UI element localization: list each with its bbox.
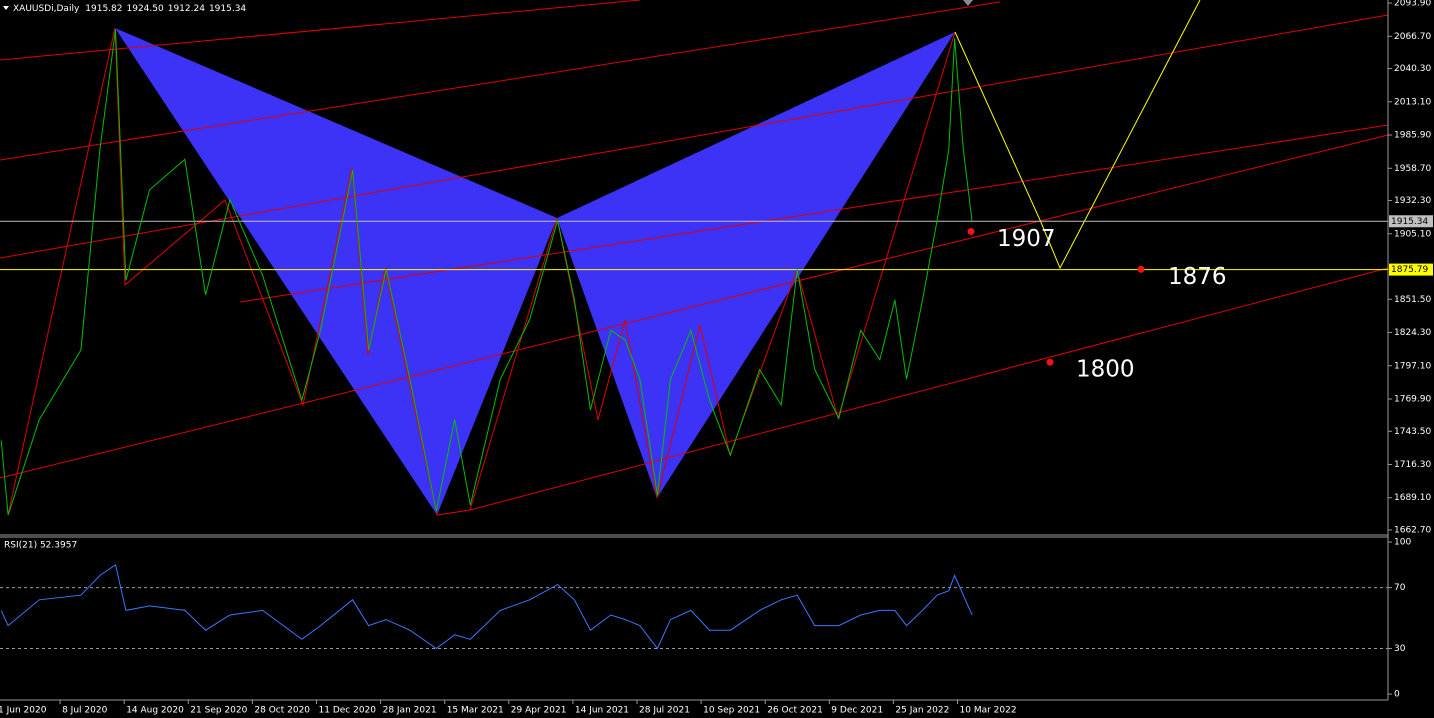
y-tick-label: 1797.10 — [1394, 361, 1431, 371]
target-dot — [967, 227, 975, 235]
y-tick-label: 1769.90 — [1394, 394, 1431, 404]
channel-line — [0, 1, 1001, 161]
y-tick-label: 2093.90 — [1394, 0, 1431, 9]
x-tick-label: 29 Apr 2021 — [511, 706, 567, 716]
y-tick-label: 1958.70 — [1394, 164, 1431, 174]
low: 1912.24 — [168, 4, 205, 14]
x-tick-label: 28 Jan 2021 — [383, 706, 437, 716]
target-dot — [1046, 358, 1054, 366]
x-tick-label: 14 Jun 2021 — [575, 706, 629, 716]
y-tick-label: 1985.90 — [1394, 131, 1431, 141]
x-tick-label: 1 Jun 2020 — [0, 706, 47, 716]
x-tick-label: 14 Aug 2020 — [126, 706, 184, 716]
butterfly-bcd — [557, 32, 955, 498]
y-tick-label: 100 — [1394, 538, 1411, 548]
target-label: 1907 — [997, 226, 1056, 252]
x-tick-label: 10 Mar 2022 — [960, 706, 1017, 716]
rsi-title: RSI(21) 52.3957 — [4, 541, 77, 551]
butterfly-xab — [115, 28, 557, 515]
symbol-menu[interactable] — [3, 6, 9, 10]
open: 1915.82 — [85, 4, 122, 14]
rsi-line — [0, 563, 973, 650]
target-label: 1876 — [1168, 264, 1227, 290]
x-tick-label: 15 Mar 2021 — [447, 706, 504, 716]
y-tick-label: 2066.70 — [1394, 32, 1431, 42]
y-tick-label: 1662.70 — [1394, 525, 1431, 535]
y-tick-label: 1851.50 — [1394, 295, 1431, 305]
drawings — [0, 0, 1389, 516]
x-tick-label: 9 Dec 2021 — [831, 706, 883, 716]
channel-line — [469, 267, 1389, 511]
x-tick-label: 26 Oct 2021 — [767, 706, 823, 716]
y-tick-label: 1824.30 — [1394, 328, 1431, 338]
x-tick-label: 8 Jul 2020 — [62, 706, 107, 716]
y-tick-label: 1743.50 — [1394, 427, 1431, 437]
x-tick-label: 11 Dec 2020 — [319, 706, 377, 716]
x-tick-label: 28 Oct 2020 — [254, 706, 310, 716]
symbol: XAUUSDi,Daily — [13, 4, 80, 14]
x-tick-label: 25 Jan 2022 — [895, 706, 949, 716]
channel-lines — [0, 0, 1389, 516]
price-label-box — [1389, 215, 1433, 228]
x-tick-label: 28 Jul 2021 — [639, 706, 690, 716]
price-label: 1875.79 — [1391, 265, 1428, 275]
channel-line — [0, 134, 1389, 479]
chart-header: XAUUSDi,Daily 1915.82 1924.50 1912.24 1915.3… — [13, 4, 246, 14]
x-tick-label: 10 Sep 2021 — [703, 706, 760, 716]
channel-line — [239, 124, 1389, 303]
marker — [963, 0, 973, 6]
y-tick-label: 1932.30 — [1394, 196, 1431, 206]
price-label: 1915.34 — [1391, 217, 1428, 227]
close: 1915.34 — [209, 4, 246, 14]
price-label-box — [1389, 263, 1433, 276]
y-tick-label: 70 — [1394, 583, 1406, 593]
channel-line — [0, 0, 641, 61]
x-tick-label: 21 Sep 2020 — [190, 706, 247, 716]
projection — [954, 0, 1201, 270]
price-line-series — [0, 29, 973, 516]
y-tick-label: 1716.30 — [1394, 460, 1431, 470]
target-label: 1800 — [1076, 357, 1135, 383]
y-tick-label: 2013.10 — [1394, 97, 1431, 107]
y-tick-label: 0 — [1394, 690, 1400, 700]
y-tick-label: 1689.10 — [1394, 493, 1431, 503]
high: 1924.50 — [127, 4, 164, 14]
y-tick-label: 30 — [1394, 644, 1406, 654]
y-tick-label: 2040.30 — [1394, 64, 1431, 74]
y-tick-label: 1905.10 — [1394, 229, 1431, 239]
target-dot — [1137, 265, 1145, 273]
